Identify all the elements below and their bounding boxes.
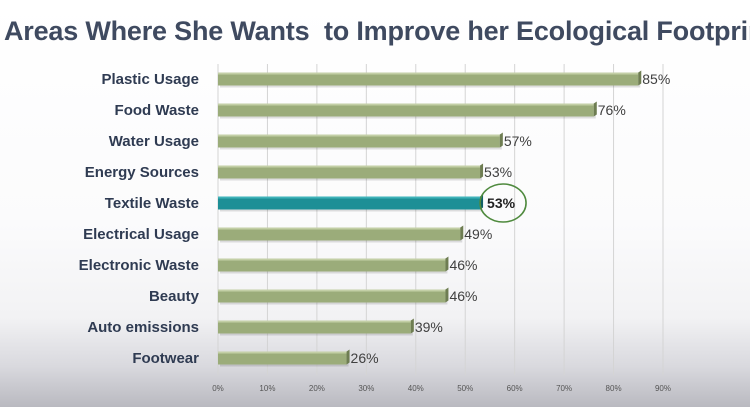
x-tick-label: 60% [507, 384, 523, 393]
bar-top-plastic-usage [218, 72, 639, 75]
bar-footwear [218, 351, 347, 365]
bars [218, 70, 642, 367]
bar-electrical-usage [218, 227, 461, 241]
bar-top-electrical-usage [218, 227, 461, 230]
bar-textile-waste [218, 196, 481, 210]
bar-cap-electrical-usage [460, 225, 464, 241]
category-label: Energy Sources [85, 164, 199, 181]
x-tick-label: 10% [259, 384, 275, 393]
bar-cap-footwear [346, 349, 350, 365]
bar-cap-energy-sources [480, 163, 484, 179]
value-label: 46% [449, 257, 477, 273]
bar-top-auto-emissions [218, 320, 411, 323]
x-tick-label: 40% [408, 384, 424, 393]
bar-food-waste [218, 103, 594, 117]
bar-cap-food-waste [593, 101, 597, 117]
value-label: 49% [464, 226, 492, 242]
category-label: Footwear [132, 350, 199, 367]
x-tick-label: 90% [655, 384, 671, 393]
chart-title: Areas Where She Wants to Improve her Eco… [4, 16, 750, 46]
value-label: 39% [415, 319, 443, 335]
category-label: Textile Waste [105, 195, 199, 212]
value-label: 26% [351, 350, 379, 366]
bar-top-electronic-waste [218, 258, 446, 261]
bar-plastic-usage [218, 72, 639, 86]
x-tick-label: 50% [457, 384, 473, 393]
bar-auto-emissions [218, 320, 411, 334]
x-tick-label: 20% [309, 384, 325, 393]
bar-cap-auto-emissions [410, 318, 414, 334]
bar-top-energy-sources [218, 165, 481, 168]
bar-cap-water-usage [499, 132, 503, 148]
bar-energy-sources [218, 165, 481, 179]
bar-top-footwear [218, 351, 347, 354]
x-tick-label: 80% [606, 384, 622, 393]
category-label: Electrical Usage [83, 226, 199, 243]
value-label: 85% [642, 71, 670, 87]
value-label: 76% [598, 102, 626, 118]
bar-water-usage [218, 134, 500, 148]
bar-cap-electronic-waste [445, 256, 449, 272]
value-label: 46% [449, 288, 477, 304]
bar-cap-beauty [445, 287, 449, 303]
bar-top-textile-waste [218, 196, 481, 199]
category-label: Food Waste [115, 102, 199, 119]
value-label: 57% [504, 133, 532, 149]
value-label: 53% [484, 164, 512, 180]
category-label: Beauty [149, 288, 200, 305]
bar-cap-plastic-usage [638, 70, 642, 86]
category-label: Water Usage [109, 133, 199, 150]
bar-top-beauty [218, 289, 446, 292]
category-label: Electronic Waste [79, 257, 199, 274]
x-tick-label: 70% [556, 384, 572, 393]
bar-top-food-waste [218, 103, 594, 106]
x-tick-label: 30% [358, 384, 374, 393]
category-label: Plastic Usage [101, 71, 199, 88]
category-label: Auto emissions [87, 319, 199, 336]
bar-beauty [218, 289, 446, 303]
labels: 0% 10% 20% 30% 40% 50% 60% 70% 80% 90% Plastic Usa… [79, 71, 671, 393]
highlight-circle [479, 183, 527, 223]
value-label: 53% [487, 195, 516, 211]
bar-electronic-waste [218, 258, 446, 272]
x-tick-label: 0% [212, 384, 224, 393]
bar-top-water-usage [218, 134, 500, 137]
